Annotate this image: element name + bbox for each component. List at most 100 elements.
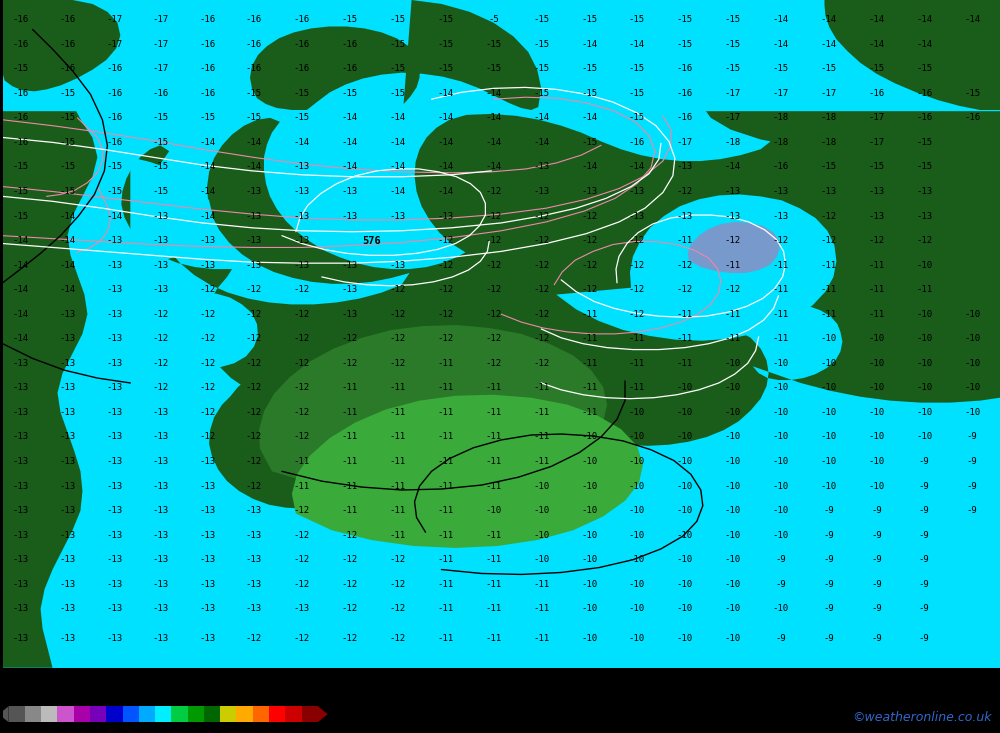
Text: -13: -13 [106,334,122,343]
Text: -16: -16 [964,114,980,122]
Text: -13: -13 [13,634,29,643]
Text: -16: -16 [152,89,168,97]
Polygon shape [250,0,541,110]
Text: -12: -12 [342,580,358,589]
Text: Height/Temp. 500 hPa [gdmp][°C] ECMWF: Height/Temp. 500 hPa [gdmp][°C] ECMWF [11,671,427,691]
Text: -12: -12 [152,310,168,319]
Text: -13: -13 [533,163,549,172]
Text: -14: -14 [485,138,501,147]
Text: -15: -15 [820,65,837,73]
Text: -11: -11 [437,555,454,564]
Text: -9: -9 [919,482,930,490]
Text: -12: -12 [294,359,310,368]
Text: -10: -10 [725,580,741,589]
Text: -15: -15 [581,89,597,97]
Text: -14: -14 [342,138,358,147]
Text: -12: -12 [390,310,406,319]
Text: -14: -14 [629,163,645,172]
Text: -10: -10 [964,408,980,417]
Text: -15: -15 [725,65,741,73]
Text: -15: -15 [437,15,454,24]
Text: -13: -13 [246,580,262,589]
Bar [139,706,155,722]
Text: -5: -5 [488,15,499,24]
Text: -13: -13 [152,261,168,270]
Text: -10: -10 [916,408,932,417]
Text: -10: -10 [581,580,597,589]
Text: -13: -13 [13,506,29,515]
Text: -13: -13 [294,604,310,614]
Text: -12: -12 [342,359,358,368]
Text: -13: -13 [106,310,122,319]
Text: -10: -10 [629,580,645,589]
Text: -14: -14 [437,138,454,147]
Text: -15: -15 [106,163,122,172]
Bar [9,706,25,722]
Text: -11: -11 [533,408,549,417]
Text: -15: -15 [629,65,645,73]
Text: -15: -15 [152,114,168,122]
Text: -12: -12 [294,634,310,643]
Text: -13: -13 [59,634,76,643]
Text: -10: -10 [964,334,980,343]
Text: -10: -10 [964,310,980,319]
Text: -12: -12 [390,285,406,294]
Text: -10: -10 [964,359,980,368]
Text: -13: -13 [199,261,215,270]
Polygon shape [3,0,97,668]
Text: -14: -14 [820,40,837,48]
Text: -14: -14 [246,163,262,172]
Text: -17: -17 [152,40,168,48]
Text: -11: -11 [868,261,884,270]
Text: -13: -13 [106,531,122,539]
Text: -12: -12 [390,334,406,343]
Text: -17: -17 [106,40,122,48]
Text: -12: -12 [294,285,310,294]
Polygon shape [661,0,1000,110]
Text: -12: -12 [820,212,837,221]
Text: -12: -12 [246,334,262,343]
Bar [188,706,204,722]
Bar [236,706,253,722]
Text: -16: -16 [773,163,789,172]
Text: -11: -11 [342,432,358,441]
Text: -14: -14 [13,261,29,270]
Text: -10: -10 [629,506,645,515]
Text: -10: -10 [725,531,741,539]
Text: -13: -13 [246,236,262,245]
Text: -13: -13 [342,261,358,270]
Text: -11: -11 [581,310,597,319]
Text: -13: -13 [13,408,29,417]
Text: -11: -11 [677,236,693,245]
Text: -16: -16 [106,138,122,147]
Text: -14: -14 [199,212,215,221]
Text: -10: -10 [485,506,501,515]
Text: -15: -15 [485,40,501,48]
Text: -10: -10 [581,482,597,490]
Text: -13: -13 [59,432,76,441]
Text: -15: -15 [677,15,693,24]
Text: -14: -14 [773,15,789,24]
Text: -9: -9 [967,506,977,515]
Text: -13: -13 [294,187,310,196]
Text: -10: -10 [677,580,693,589]
Text: -14: -14 [59,236,76,245]
Text: -17: -17 [820,89,837,97]
Text: -16: -16 [342,65,358,73]
Text: -11: -11 [533,383,549,392]
Text: -13: -13 [246,531,262,539]
Text: -12: -12 [246,285,262,294]
Text: -13: -13 [868,187,884,196]
Text: -16: -16 [868,89,884,97]
Text: -15: -15 [13,65,29,73]
Text: -10: -10 [916,359,932,368]
Text: -16: -16 [199,65,215,73]
Polygon shape [130,157,212,263]
Text: -12: -12 [294,555,310,564]
Text: -9: -9 [919,604,930,614]
Text: -12: -12 [677,285,693,294]
Text: -11: -11 [725,261,741,270]
Text: -13: -13 [152,432,168,441]
Text: -13: -13 [152,285,168,294]
Text: -11: -11 [342,408,358,417]
